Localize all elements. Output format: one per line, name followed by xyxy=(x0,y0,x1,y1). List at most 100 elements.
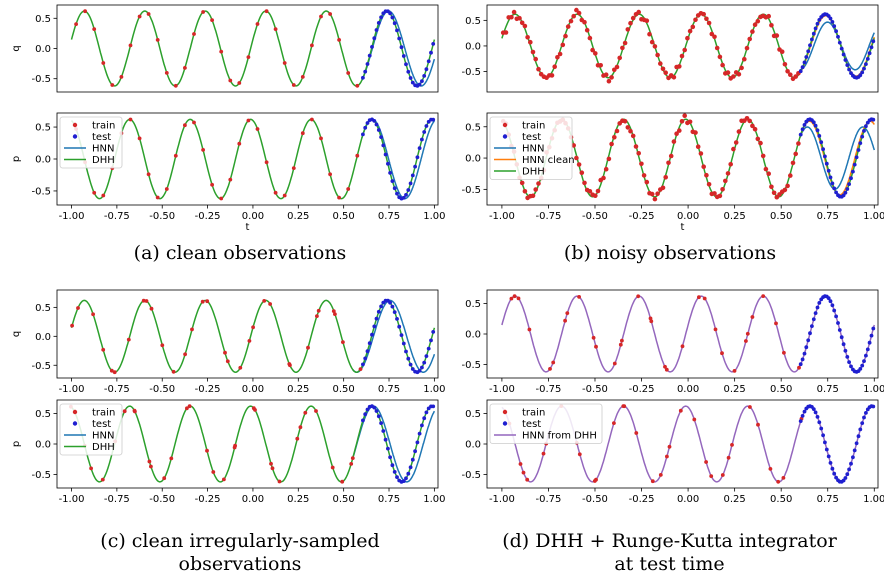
point-test xyxy=(800,357,805,362)
point-train xyxy=(677,64,682,69)
point-test xyxy=(429,338,433,343)
caption-a: (a) clean observations xyxy=(40,242,440,265)
point-test xyxy=(404,476,408,481)
point-train xyxy=(126,337,131,342)
point-test xyxy=(832,24,837,29)
legend-label-hnn_from_dhh: HNN from DHH xyxy=(522,431,597,442)
point-train xyxy=(519,20,525,26)
point-test xyxy=(422,130,427,134)
xtick-label: -1.00 xyxy=(489,494,515,505)
xtick-label: 0.50 xyxy=(770,211,792,222)
xtick-label: 0.00 xyxy=(242,494,264,505)
point-test xyxy=(871,39,876,44)
point-test xyxy=(374,122,379,127)
xtick-label: -0.75 xyxy=(104,494,130,505)
point-train xyxy=(781,476,786,480)
point-train xyxy=(606,78,612,84)
point-train xyxy=(237,141,242,146)
point-train xyxy=(720,62,725,68)
point-train xyxy=(614,64,620,70)
point-train xyxy=(671,75,677,80)
point-train xyxy=(319,136,323,141)
point-test xyxy=(808,331,812,336)
point-train xyxy=(137,136,142,141)
point-test xyxy=(864,62,868,66)
point-train xyxy=(618,342,623,347)
point-train xyxy=(663,70,668,75)
series-line-hnn xyxy=(799,126,876,190)
point-test xyxy=(810,37,814,42)
point-train xyxy=(713,327,718,332)
point-train xyxy=(337,195,341,200)
point-test xyxy=(361,362,365,367)
point-train xyxy=(747,118,752,124)
point-train xyxy=(750,29,755,34)
point-train xyxy=(346,187,351,191)
point-train xyxy=(319,14,323,19)
point-train xyxy=(219,49,224,54)
legend-label-dhh: DHH xyxy=(522,167,545,178)
caption-a-line-1: (a) clean observations xyxy=(133,242,347,264)
point-test xyxy=(858,73,863,78)
point-train xyxy=(132,408,137,413)
point-test xyxy=(869,45,874,50)
legend-marker-test xyxy=(502,421,508,426)
xtick-label: -0.75 xyxy=(536,494,562,505)
plot-area xyxy=(501,294,876,374)
point-train xyxy=(530,193,536,199)
point-test xyxy=(847,182,851,187)
point-test xyxy=(401,195,406,200)
xtick-label: 0.25 xyxy=(287,384,309,395)
point-test xyxy=(849,71,853,75)
point-train xyxy=(555,55,560,60)
point-test xyxy=(395,28,399,33)
point-test xyxy=(871,404,876,409)
point-train xyxy=(560,42,566,48)
point-train xyxy=(621,404,626,408)
point-train xyxy=(630,15,636,21)
plot-area xyxy=(500,7,876,84)
point-train xyxy=(750,315,755,319)
point-test xyxy=(798,362,803,367)
point-test xyxy=(392,186,397,191)
point-train xyxy=(766,171,771,176)
point-train xyxy=(282,61,287,65)
point-train xyxy=(687,28,693,34)
point-train xyxy=(660,185,666,191)
xtick-label: 0.75 xyxy=(378,384,400,395)
point-train xyxy=(617,55,622,61)
plot-area xyxy=(70,9,436,88)
point-train xyxy=(518,462,523,466)
point-train xyxy=(582,19,587,25)
point-train xyxy=(192,120,196,125)
point-train xyxy=(755,136,761,142)
point-train xyxy=(717,193,723,199)
point-train xyxy=(147,459,152,464)
point-train xyxy=(593,193,598,198)
xtick-label: 0.00 xyxy=(242,384,264,395)
point-test xyxy=(858,367,863,371)
series-line-hnn xyxy=(361,10,436,87)
point-test xyxy=(424,124,429,128)
point-train xyxy=(685,35,690,41)
xtick-label: 1.00 xyxy=(863,494,884,505)
point-train xyxy=(649,39,655,45)
point-test xyxy=(858,427,863,432)
point-test xyxy=(817,420,822,425)
point-train xyxy=(612,361,617,366)
point-test xyxy=(851,169,855,174)
point-train xyxy=(164,71,169,75)
point-train xyxy=(776,479,781,484)
point-test xyxy=(390,463,395,468)
point-train xyxy=(298,425,303,430)
point-train xyxy=(552,64,557,69)
xtick-label: 0.75 xyxy=(817,494,839,505)
point-test xyxy=(849,176,853,181)
point-train xyxy=(731,146,736,152)
xtick-label: 0.75 xyxy=(378,211,400,222)
point-train xyxy=(100,477,105,482)
ytick-label: -0.5 xyxy=(31,470,51,481)
point-train xyxy=(333,312,337,316)
point-train xyxy=(210,18,215,22)
